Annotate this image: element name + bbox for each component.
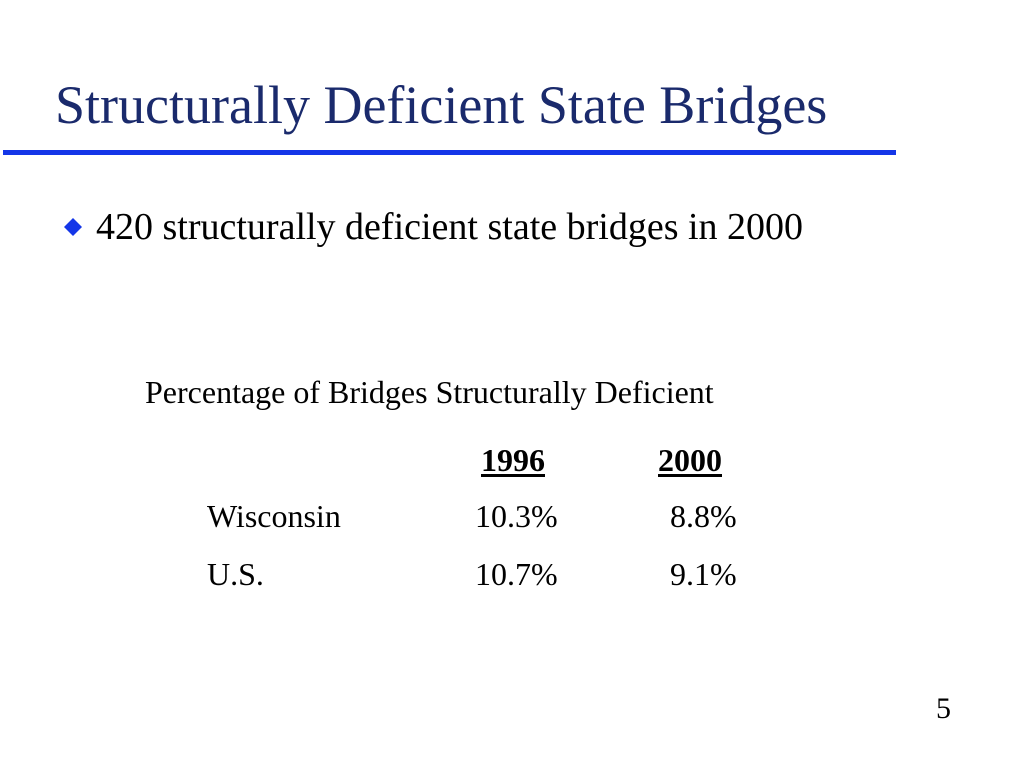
table-caption: Percentage of Bridges Structurally Defic…	[145, 374, 714, 410]
bullet-item: 420 structurally deficient state bridges…	[64, 208, 803, 246]
page-number: 5	[936, 692, 951, 725]
table-row-label-us: U.S.	[207, 556, 264, 592]
table-header-1996: 1996	[481, 442, 545, 478]
table-cell-us-1996: 10.7%	[475, 556, 558, 592]
table-header-2000: 2000	[658, 442, 722, 478]
slide-title: Structurally Deficient State Bridges	[55, 75, 828, 135]
table-cell-wisconsin-1996: 10.3%	[475, 498, 558, 534]
bullet-text: 420 structurally deficient state bridges…	[96, 206, 804, 248]
diamond-bullet-icon	[64, 218, 82, 236]
table-cell-us-2000: 9.1%	[670, 556, 737, 592]
title-divider	[3, 150, 896, 155]
table-cell-wisconsin-2000: 8.8%	[670, 498, 737, 534]
table-row-label-wisconsin: Wisconsin	[207, 498, 341, 534]
